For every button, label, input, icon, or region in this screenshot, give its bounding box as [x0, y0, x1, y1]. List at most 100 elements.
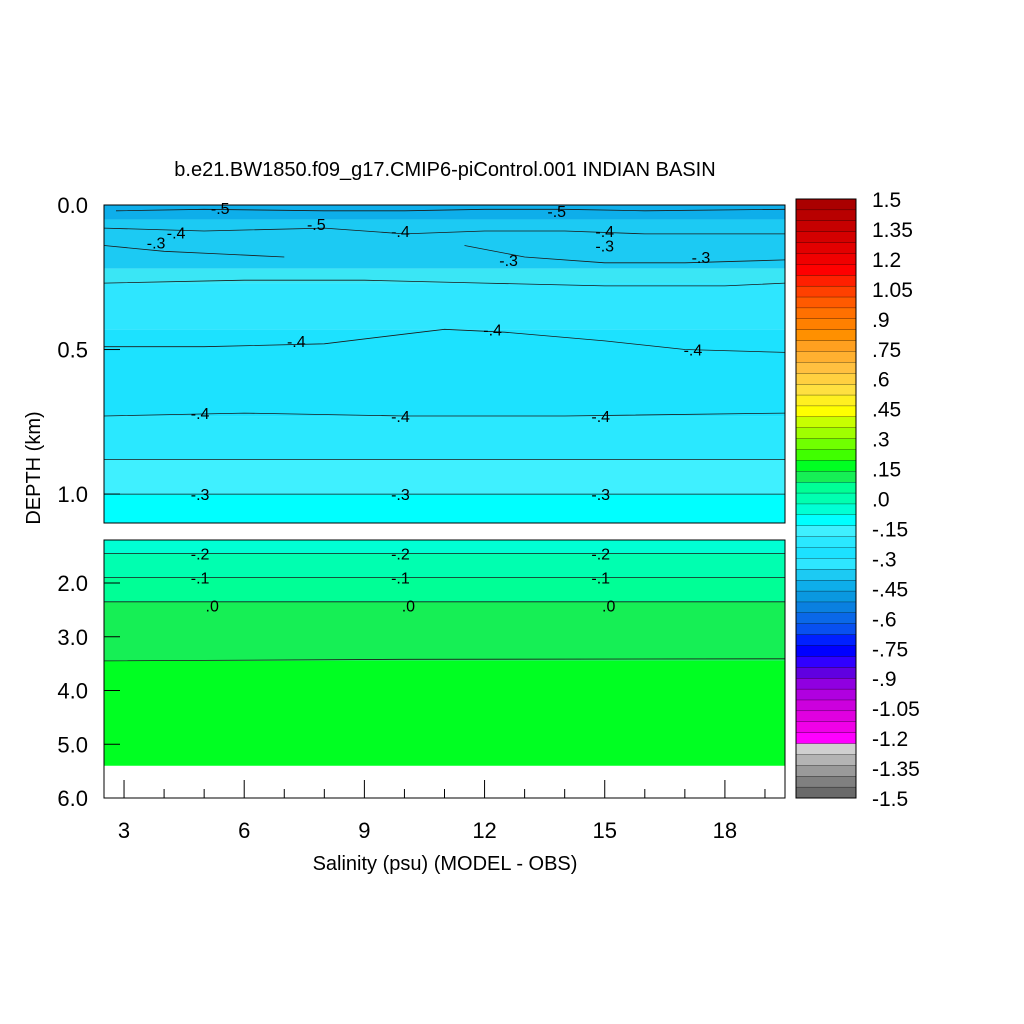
upper-contour-labels: -.5 -.5-.5-.4 -.4 -.4-.3 -.3-.3 -.3-.4-.4-.4-…: [147, 201, 711, 504]
colorbar-swatch-37: [795, 601, 857, 614]
colorbar-label-6: .6: [872, 369, 890, 392]
colorbar-label-1: 1.35: [872, 219, 913, 242]
contour-line-5: [104, 328, 786, 353]
colorbar-label-10: .0: [872, 489, 890, 512]
colorbar-label-2: 1.2: [872, 249, 901, 272]
contour-label-24: -.1: [591, 571, 610, 588]
upper-bands: [104, 205, 785, 523]
colorbar-label-9: .15: [872, 459, 901, 482]
depth-band-1: [104, 219, 785, 269]
lower-y-tick-label-1: 3.0: [57, 625, 88, 650]
colorbar-swatch-16: [795, 373, 857, 385]
colorbar-swatch-3: [795, 231, 857, 244]
contour-label-0: -.5: [211, 201, 230, 218]
colorbar-swatch-2: [795, 220, 857, 233]
colorbar-swatch-8: [795, 285, 857, 298]
colorbar-swatch-43: [795, 667, 857, 679]
contour-label-27: .0: [602, 599, 615, 616]
contour-line-6: [103, 412, 786, 417]
colorbar-label-3: 1.05: [872, 279, 913, 302]
colorbar-swatch-41: [795, 645, 857, 657]
colorbar-swatch-0: [795, 198, 857, 211]
colorbar-swatch-14: [795, 351, 857, 363]
depth-band-7: [104, 494, 785, 523]
contour-line-4: [103, 279, 786, 287]
colorbar-swatch-20: [795, 416, 857, 429]
colorbar-swatch-48: [795, 721, 857, 734]
lower-contour-labels: -.2 -.2 -.2 -.1 -.1 -.1 .0 .0 .0: [191, 546, 616, 615]
contour-label-25: .0: [206, 599, 219, 616]
colorbar-label-4: .9: [872, 309, 890, 332]
colorbar-label-15: -.75: [872, 638, 908, 661]
colorbar-label-7: .45: [872, 399, 901, 422]
lower-bands: [104, 540, 785, 766]
depth-band-2: [104, 268, 785, 284]
colorbar-swatch-4: [795, 242, 857, 254]
colorbar-label-20: -1.5: [872, 788, 908, 811]
contour-label-11: -.4: [483, 322, 502, 339]
colorbar-swatch-35: [795, 580, 857, 592]
contour-label-5: -.4: [595, 224, 614, 241]
colorbar-swatch-23: [795, 449, 857, 461]
lower-panel: -.2 -.2 -.2 -.1 -.1 -.1 .0 .0 .0 2.0 3.0 4.0 5.0 6.0…: [57, 539, 786, 843]
colorbar-swatch-28: [795, 503, 857, 516]
x-tick-label-1: 6: [238, 818, 250, 843]
colorbar-label-17: -1.05: [872, 698, 920, 721]
depth-band-5: [104, 416, 785, 460]
x-tick-label-0: 3: [118, 818, 130, 843]
colorbar-label-12: -.3: [872, 548, 897, 571]
colorbar-frame: [795, 198, 857, 799]
lower-y-tick-label-4: 6.0: [57, 786, 88, 811]
depth-band-10: [104, 577, 785, 602]
contour-line-1: [103, 227, 785, 235]
contour-label-12: -.4: [684, 343, 703, 360]
contour-label-9: -.3: [692, 250, 711, 267]
colorbar-swatch-9: [795, 296, 857, 309]
y-axis-label: DEPTH (km): [23, 411, 45, 524]
colorbar-swatch-7: [795, 275, 857, 287]
contour-label-19: -.2: [191, 546, 210, 563]
colorbar-swatch-46: [795, 699, 857, 712]
depth-band-12: [104, 660, 785, 766]
contour-label-23: -.1: [391, 571, 410, 588]
contour-label-16: -.3: [191, 487, 210, 504]
x-axis-label: Salinity (psu) (MODEL - OBS): [313, 853, 578, 875]
depth-band-11: [104, 601, 785, 661]
colorbar-swatch-30: [795, 525, 857, 538]
colorbar-swatch-49: [795, 732, 857, 744]
colorbar-swatch-26: [795, 482, 857, 494]
depth-band-3: [104, 283, 785, 330]
contour-label-2: -.5: [307, 217, 326, 234]
colorbar-swatch-15: [795, 362, 857, 374]
x-axis-ticks: 3 6 9 12 15 18: [118, 780, 766, 843]
colorbar-swatch-53: [795, 776, 857, 788]
colorbar-swatch-31: [795, 536, 857, 548]
colorbar-label-8: .3: [872, 429, 890, 452]
upper-y-ticks: 0.0 0.5 1.0: [57, 193, 120, 507]
upper-y-tick-label-0: 0.0: [57, 193, 88, 218]
x-tick-label-2: 9: [358, 818, 370, 843]
colorbar-label-19: -1.35: [872, 758, 920, 781]
colorbar-swatch-34: [795, 569, 857, 581]
upper-panel: -.5 -.5-.5-.4 -.4 -.4-.3 -.3-.3 -.3-.4-.4-.4-…: [57, 193, 786, 524]
contour-label-8: -.3: [499, 253, 518, 270]
x-tick-label-4: 15: [592, 818, 616, 843]
colorbar-swatch-22: [795, 438, 857, 450]
contour-line-12: [103, 658, 786, 662]
colorbar-swatch-52: [795, 765, 857, 777]
colorbar-swatch-29: [795, 514, 857, 527]
colorbar-swatch-44: [795, 678, 857, 690]
colorbar-label-5: .75: [872, 339, 901, 362]
contour-label-21: -.2: [591, 546, 610, 563]
contour-label-22: -.1: [191, 571, 210, 588]
lower-y-ticks: 2.0 3.0 4.0 5.0 6.0: [57, 571, 120, 811]
contour-label-17: -.3: [391, 487, 410, 504]
x-tick-label-5: 18: [713, 818, 737, 843]
lower-y-tick-label-2: 4.0: [57, 679, 88, 704]
colorbar-swatch-27: [795, 492, 857, 505]
colorbar-label-18: -1.2: [872, 728, 908, 751]
contour-line-2: [103, 245, 285, 258]
colorbar-label-11: -.15: [872, 519, 908, 542]
depth-band-4: [104, 329, 785, 417]
